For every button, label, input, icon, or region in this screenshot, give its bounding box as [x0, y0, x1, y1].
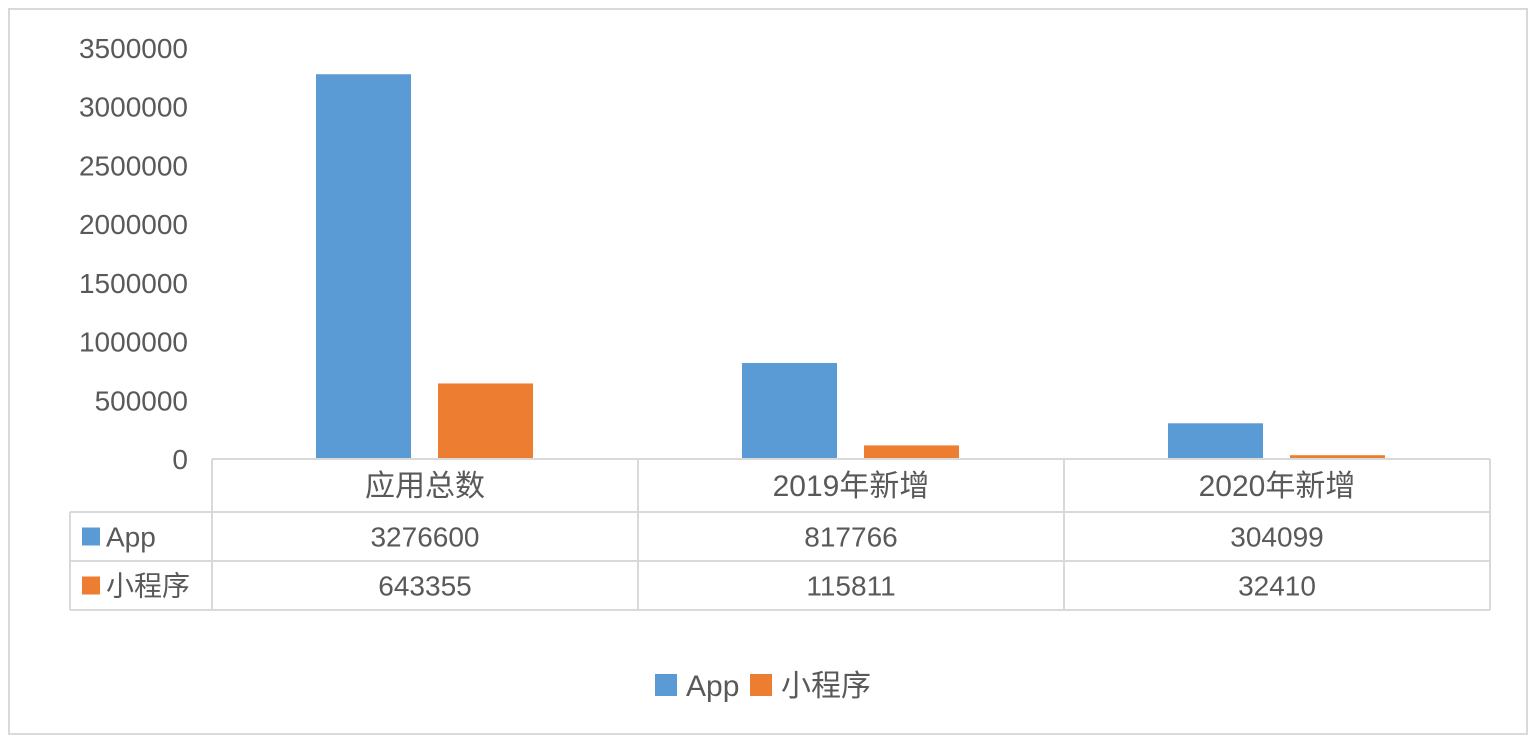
legend-swatch — [655, 674, 677, 696]
table-cell-value: 643355 — [378, 571, 471, 602]
table-cell-value: 3276600 — [370, 522, 479, 553]
y-tick-label: 2000000 — [79, 209, 188, 240]
category-label: 应用总数 — [365, 470, 485, 503]
y-tick-label: 2500000 — [79, 150, 188, 181]
data-table: 应用总数 2019年新增 2020年新增 App 3276600 817766 304099… — [69, 458, 1491, 611]
y-tick-label: 500000 — [95, 385, 188, 416]
y-tick-label: 1500000 — [79, 268, 188, 299]
bars — [316, 74, 1385, 459]
bar-app-0 — [316, 74, 411, 459]
bar-mini-program-2 — [1290, 455, 1385, 459]
y-tick-label: 3500000 — [79, 33, 188, 64]
table-row-label: App — [106, 522, 156, 553]
bar-app-2 — [1168, 423, 1263, 459]
legend-label: 小程序 — [781, 670, 871, 703]
y-tick-label: 3000000 — [79, 92, 188, 123]
table-cell-value: 115811 — [806, 571, 895, 602]
legend-swatch — [750, 674, 772, 696]
y-tick-label: 1000000 — [79, 327, 188, 358]
table-cell-value: 32410 — [1238, 571, 1316, 602]
legend-label: App — [686, 670, 739, 703]
table-legend-key — [82, 527, 100, 546]
table-cell-value: 304099 — [1230, 522, 1323, 553]
bar-mini-program-0 — [438, 383, 533, 459]
legend: App 小程序 — [655, 670, 871, 703]
bar-mini-program-1 — [864, 445, 959, 459]
y-axis-tick-labels: 0 500000 1000000 1500000 2000000 2500000 30000… — [79, 33, 188, 475]
category-label: 2020年新增 — [1199, 470, 1356, 503]
y-tick-label: 0 — [172, 444, 188, 475]
table-row-label: 小程序 — [106, 571, 190, 602]
category-label: 2019年新增 — [773, 470, 930, 503]
table-legend-key — [82, 576, 100, 595]
bar-app-1 — [742, 362, 837, 459]
table-cell-value: 817766 — [804, 522, 897, 553]
